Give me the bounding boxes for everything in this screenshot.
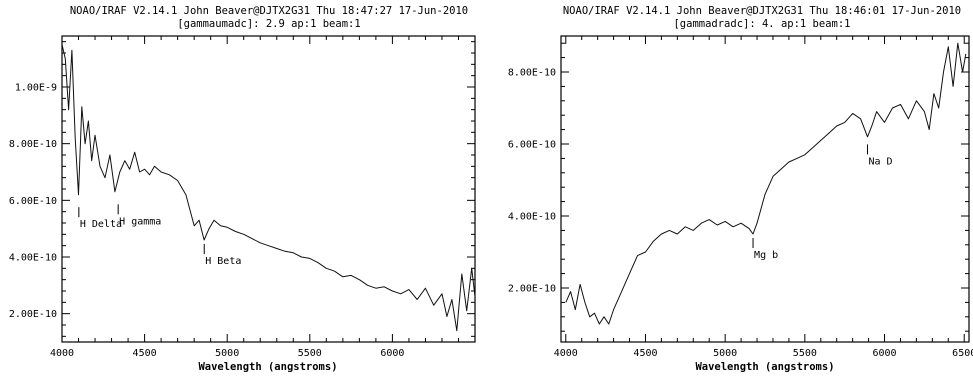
x-tick-label: 4500 [633, 348, 657, 359]
y-tick-label: 8.00E-10 [508, 68, 556, 79]
axis-ticks [561, 36, 969, 342]
chart-header-line-2: [gammadradc]: 4. ap:1 beam:1 [673, 18, 850, 30]
spectrum-panel-right: NOAO/IRAF V2.14.1 John Beaver@DJTX2G31 T… [508, 5, 973, 373]
tick-labels: 4000 4500 5000 5500 6000 6500 2.00E-10 4.00E-10… [508, 68, 973, 360]
tick-labels: 4000 4500 5000 5500 6000 2.00E-10 4.00E-10 6.00… [9, 83, 405, 360]
y-tick-label: 4.00E-10 [508, 212, 556, 223]
plot-frame [61, 35, 476, 343]
y-tick-label: 8.00E-10 [9, 139, 57, 150]
y-tick-label: 2.00E-10 [508, 284, 556, 295]
annotation-label: Na D [868, 156, 892, 167]
y-tick-label: 6.00E-10 [9, 196, 57, 207]
axis-ticks [61, 36, 476, 342]
y-tick-label: 6.00E-10 [508, 140, 556, 151]
chart-header-line-1: NOAO/IRAF V2.14.1 John Beaver@DJTX2G31 T… [70, 5, 468, 17]
spectrum-panel-left: NOAO/IRAF V2.14.1 John Beaver@DJTX2G31 T… [9, 5, 476, 373]
plot-frame [560, 35, 970, 343]
annotation-label: H gamma [119, 216, 161, 227]
x-tick-label: 4500 [133, 348, 157, 359]
annotation-label: Mg b [754, 250, 778, 261]
line-annotations: Mg b Na D [752, 144, 893, 261]
x-axis-label: Wavelength (angstroms) [198, 361, 337, 373]
x-tick-label: 5500 [793, 348, 817, 359]
annotation-label: H Delta [80, 219, 122, 230]
annotation-label: H Beta [205, 256, 241, 267]
spectrum-line [565, 42, 967, 325]
x-axis-label: Wavelength (angstroms) [695, 361, 834, 373]
x-tick-label: 6000 [380, 348, 404, 359]
x-tick-label: 5500 [298, 348, 322, 359]
y-tick-label: 2.00E-10 [9, 309, 57, 320]
x-tick-label: 4000 [50, 348, 74, 359]
spectrum-line [61, 44, 476, 332]
chart-header-line-2: [gammaumadc]: 2.9 ap:1 beam:1 [177, 18, 360, 30]
x-tick-label: 6000 [872, 348, 896, 359]
x-tick-label: 5000 [713, 348, 737, 359]
x-tick-label: 4000 [554, 348, 578, 359]
x-tick-label: 6500 [952, 348, 973, 359]
x-tick-label: 5000 [215, 348, 239, 359]
y-tick-label: 1.00E-9 [15, 83, 57, 94]
chart-header-line-1: NOAO/IRAF V2.14.1 John Beaver@DJTX2G31 T… [563, 5, 961, 17]
y-tick-label: 4.00E-10 [9, 253, 57, 264]
